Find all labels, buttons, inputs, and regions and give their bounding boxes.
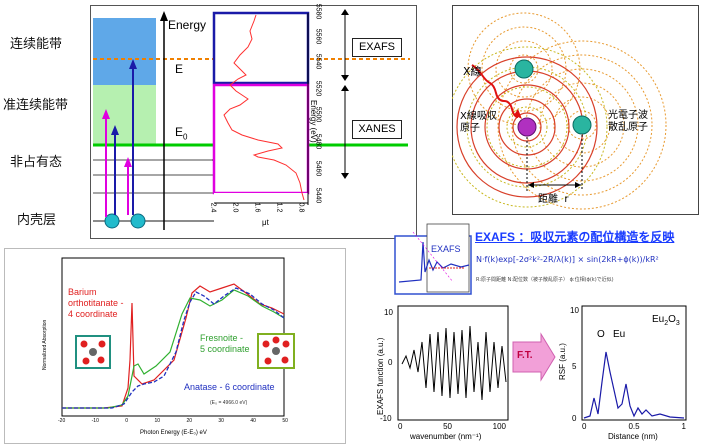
exafs-ylabel: EXAFS function (a.u.): [376, 337, 385, 415]
scattering-atom-label: 光電子波 散乱原子: [608, 110, 648, 133]
scattering-diagram: [452, 12, 667, 210]
absorption-spectrum-curve: [223, 14, 305, 201]
rsf-xlabel: Distance (nm): [608, 432, 658, 441]
rsf-peak-o: O: [597, 329, 605, 340]
energy-axis-label: Energy (eV): [309, 100, 318, 143]
exafs-ytick-top: 10: [384, 308, 393, 317]
ft-arrow: [512, 332, 556, 382]
anatase-label: Anatase - 6 coordinate: [184, 382, 275, 392]
core-electron-2: [130, 213, 146, 229]
rsf-signal: [583, 351, 685, 419]
rsf-compound: Eu2O3: [652, 314, 680, 327]
exafs-inset-plot: [394, 223, 472, 295]
energy-diagram-panel: [90, 5, 417, 239]
exafs-region-label: EXAFS: [352, 38, 402, 57]
xanes-comparison-panel: [4, 248, 346, 444]
mu-axis-label: μt: [262, 218, 269, 227]
exafs-title: EXAFS ：吸収元素の配位構造を反映: [475, 230, 675, 244]
label-quasi-continuous-band: 准连续能带: [3, 98, 69, 113]
exafs-signal: [401, 325, 507, 401]
exafs-formula-note: R:原子間距離 N:配位数（被子散乱原子） ϕ:位相(ϕ(k)で近似): [476, 277, 614, 283]
rsf-peak-eu: Eu: [613, 329, 626, 340]
continuum-band: [93, 18, 156, 85]
exafs-xlabel: wavenumber (nm⁻¹): [410, 432, 482, 441]
exafs-ytick-bottom: -10: [380, 414, 392, 423]
label-conduction-band: 连续能带: [10, 37, 63, 52]
label-unoccupied-states: 非占有态: [10, 155, 63, 170]
exafs-xticks: 0 50 100: [398, 422, 506, 431]
xanes-comparison-xlabel: Photon Energy (E-E₀) eV: [140, 430, 207, 436]
scatter-atom-top: [514, 59, 534, 79]
xanes-region-label: XANES: [352, 120, 402, 139]
rsf-ytick-mid: 5: [572, 362, 577, 371]
label-core-shell: 内壳层: [17, 213, 57, 228]
core-electron-1: [104, 213, 120, 229]
scatter-atom-right: [572, 115, 592, 135]
xanes-comparison-ylabel: Normalized Absorption: [42, 319, 48, 370]
e0-label: E0: [175, 125, 188, 142]
fresnoite-label: Fresnoite - 5 coordinate: [200, 333, 250, 354]
xanes-comparison-chart: [61, 257, 295, 417]
exafs-inset-label: EXAFS: [431, 244, 461, 254]
exafs-ytick-mid: 0: [388, 358, 393, 367]
absorbing-atom: [517, 117, 537, 137]
distance-label: 距離 r: [538, 194, 569, 205]
exafs-region-box: [212, 11, 310, 85]
mu-tick-labels: 2.4 2.0 1.6 1.2 0.8: [209, 202, 305, 213]
xanes-region-box: [212, 83, 310, 195]
energy-axis-title: Energy: [168, 18, 207, 32]
anatase-curve: [62, 287, 285, 409]
absorbing-atom-label: X線吸収 原子: [460, 111, 497, 134]
rsf-ytick-top: 10: [570, 306, 579, 315]
quasi-continuum-band: [93, 85, 156, 145]
exafs-formula: N·f(k)exp[-2σ²k²-2R/λ(k)] × sin(2kR+ϕ(k)…: [476, 255, 659, 264]
rsf-xticks: 0 0.5 1: [582, 422, 686, 431]
xanes-comparison-xticks: -20 -10 0 10 20 30 40 50: [58, 418, 288, 424]
energy-diagram: [93, 9, 410, 230]
ft-label: F.T.: [517, 350, 533, 361]
rsf-plot: [581, 305, 687, 421]
fresnoite-curve: [62, 289, 285, 409]
exafs-oscillation-plot: [397, 305, 509, 421]
scattering-diagram-panel: [452, 5, 699, 215]
e-label: E: [175, 62, 184, 76]
barium-label: Barium orthotitanate - 4 coordinate: [68, 287, 124, 319]
rsf-ytick-bottom: 0: [572, 414, 577, 423]
xray-wave: [471, 64, 519, 118]
rsf-ylabel: RSF (a.u.): [558, 343, 567, 380]
xray-label: X線: [463, 65, 482, 78]
e0-note: (E₀ = 4966.0 eV): [210, 400, 248, 406]
